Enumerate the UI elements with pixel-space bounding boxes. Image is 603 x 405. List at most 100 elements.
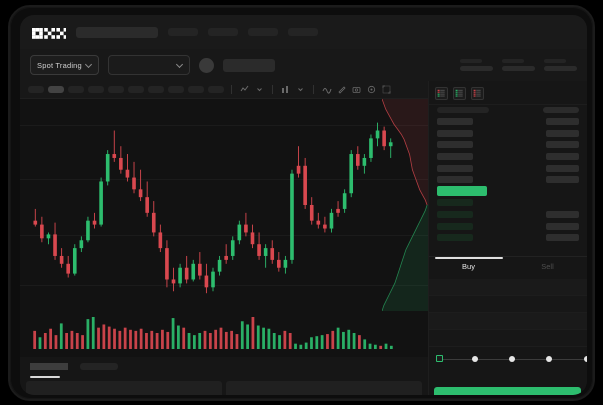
compare-icon[interactable] — [280, 84, 291, 95]
bottom-card-1[interactable] — [26, 381, 222, 395]
gridline — [20, 179, 428, 180]
slider-step-4[interactable] — [546, 355, 552, 362]
slider-step-2[interactable] — [472, 355, 478, 362]
bid-price — [546, 199, 579, 206]
line-tool-icon[interactable] — [321, 84, 332, 95]
order-side-tabs: Buy Sell — [429, 256, 587, 276]
tablet-bezel: Spot Trading — [8, 5, 595, 401]
timeframe-10[interactable] — [208, 86, 224, 93]
ask-amount — [437, 153, 473, 161]
market-type-label: Spot Trading — [37, 60, 82, 70]
ask-price — [546, 164, 579, 172]
app-header — [20, 15, 587, 49]
orderbook-row[interactable] — [437, 162, 579, 174]
timeframe-9[interactable] — [188, 86, 204, 93]
orderbook-both-icon[interactable] — [435, 87, 448, 100]
ask-price — [546, 153, 579, 161]
nav-item-4[interactable] — [288, 28, 318, 36]
bottom-tabs — [30, 363, 118, 370]
order-field-1[interactable] — [429, 279, 587, 296]
indicators-icon[interactable] — [239, 84, 250, 95]
orderbook-row[interactable] — [437, 209, 579, 221]
orderbook-bids-icon[interactable] — [453, 87, 466, 100]
bottom-tab-indicator — [30, 376, 60, 378]
pair-select[interactable] — [107, 55, 190, 75]
volume-chart[interactable] — [20, 311, 428, 357]
order-field-4[interactable] — [429, 330, 587, 347]
bottom-tab-2[interactable] — [80, 363, 118, 370]
nav-item-3[interactable] — [248, 28, 278, 36]
nav-item-2[interactable] — [208, 28, 238, 36]
order-field-3[interactable] — [429, 313, 587, 330]
orderbook-row[interactable] — [437, 220, 579, 232]
orderbook-row[interactable] — [437, 197, 579, 209]
slider-step-5[interactable] — [584, 355, 587, 362]
fullscreen-icon[interactable] — [381, 84, 392, 95]
order-field-2[interactable] — [429, 296, 587, 313]
timeframe-4[interactable] — [88, 86, 104, 93]
header-search-field[interactable] — [76, 26, 158, 38]
tab-buy[interactable]: Buy — [462, 262, 475, 271]
chevron-down-icon — [86, 62, 92, 68]
ask-amount — [437, 141, 473, 149]
stat-value — [544, 66, 577, 71]
orderbook-asks-icon[interactable] — [471, 87, 484, 100]
bottom-tab-1-active[interactable] — [30, 363, 68, 370]
market-type-dropdown[interactable]: Spot Trading — [30, 55, 99, 75]
orderbook-row[interactable] — [437, 139, 579, 151]
bottom-card-2[interactable] — [226, 381, 422, 395]
orderbook-row[interactable] — [437, 174, 579, 186]
place-order-button[interactable] — [434, 387, 581, 395]
camera-icon[interactable] — [351, 84, 362, 95]
bid-amount — [437, 211, 473, 219]
timeframe-8[interactable] — [168, 86, 184, 93]
timeframe-2-active[interactable] — [48, 86, 64, 93]
bid-amount — [437, 222, 473, 230]
bottom-panel — [20, 357, 428, 395]
market-subheader: Spot Trading — [20, 49, 587, 81]
timeframe-1[interactable] — [28, 86, 44, 93]
orderbook-row[interactable] — [437, 151, 579, 163]
gridline — [20, 125, 428, 126]
candlestick-chart[interactable] — [20, 99, 428, 311]
bid-price — [546, 234, 579, 242]
timeframe-7[interactable] — [148, 86, 164, 93]
chevron-down-icon[interactable] — [295, 84, 306, 95]
orderbook-current-price — [437, 186, 579, 198]
ask-amount — [437, 118, 473, 126]
timeframe-5[interactable] — [108, 86, 124, 93]
chevron-down-icon[interactable] — [254, 84, 265, 95]
timeframe-3[interactable] — [68, 86, 84, 93]
ask-amount — [437, 176, 473, 184]
slider-step-3[interactable] — [509, 355, 515, 362]
settings-icon[interactable] — [366, 84, 377, 95]
orderbook-row[interactable] — [437, 232, 579, 244]
bid-price — [546, 222, 579, 230]
stat-label — [502, 59, 524, 63]
toolbar-divider — [272, 85, 273, 94]
market-stat-2 — [502, 59, 535, 71]
slider-handle[interactable] — [436, 355, 443, 362]
stat-label — [460, 59, 482, 63]
toolbar-divider — [231, 85, 232, 94]
nav-item-1[interactable] — [168, 28, 198, 36]
orderbook-row[interactable] — [437, 128, 579, 140]
active-tab-indicator — [435, 257, 503, 259]
chevron-down-icon — [177, 62, 183, 68]
tab-sell[interactable]: Sell — [541, 262, 554, 271]
ask-amount — [437, 164, 473, 172]
bottom-cards — [20, 381, 428, 395]
okx-logo[interactable] — [32, 26, 66, 39]
amount-slider[interactable] — [435, 353, 587, 365]
timeframe-6[interactable] — [128, 86, 144, 93]
market-stat-1 — [460, 59, 493, 71]
current-price-highlight — [437, 186, 487, 197]
candle-series — [33, 122, 393, 294]
pencil-icon[interactable] — [336, 84, 347, 95]
toolbar-divider — [313, 85, 314, 94]
orderbook-col-price — [543, 107, 579, 113]
ask-price — [546, 118, 579, 126]
orderbook-row[interactable] — [437, 116, 579, 128]
bid-price — [546, 211, 579, 219]
